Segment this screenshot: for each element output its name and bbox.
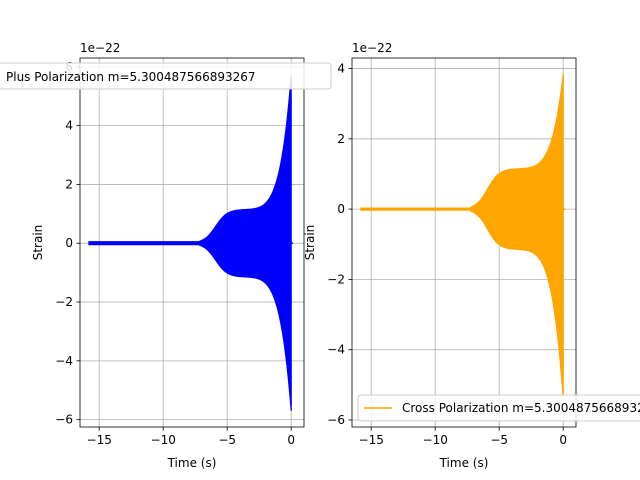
y-tick-label: −6 bbox=[327, 413, 345, 427]
y-axis-label-cross: Strain bbox=[303, 225, 317, 261]
y-tick-label: −4 bbox=[327, 343, 345, 357]
x-axis-label-plus: Time (s) bbox=[167, 456, 217, 470]
cross-polarization-series bbox=[360, 73, 566, 399]
cross-polarization-chart: −15 −10 −5 0 −6 −4 −2 0 2 4 1e−22 Time (s) Strai… bbox=[303, 41, 640, 470]
series-envelope bbox=[360, 73, 564, 399]
legend-label-cross: Cross Polarization m=5.300487566893267 bbox=[402, 401, 640, 415]
y-tick-label: 2 bbox=[337, 132, 345, 146]
legend-label-plus: Plus Polarization m=5.300487566893267 bbox=[6, 70, 256, 84]
y-tick-label: −4 bbox=[55, 354, 73, 368]
y-tick-label: −2 bbox=[55, 295, 73, 309]
offset-text-plus: 1e−22 bbox=[80, 41, 120, 55]
y-tick-label: −2 bbox=[327, 272, 345, 286]
x-tick-label: −10 bbox=[151, 433, 176, 447]
x-ticks-cross: −15 −10 −5 0 bbox=[359, 427, 567, 447]
plus-polarization-series bbox=[88, 75, 294, 411]
legend-plus: Plus Polarization m=5.300487566893267 bbox=[0, 62, 332, 90]
y-tick-label: 0 bbox=[65, 236, 73, 250]
y-tick-label: 4 bbox=[65, 119, 73, 133]
y-ticks-plus: −6−4−20246 bbox=[55, 60, 80, 427]
x-tick-label: −10 bbox=[423, 433, 448, 447]
x-tick-label: 0 bbox=[287, 433, 295, 447]
axes-frame-cross bbox=[351, 57, 577, 428]
y-tick-label: 0 bbox=[337, 202, 345, 216]
legend-box-cross bbox=[357, 394, 640, 422]
x-axis-label-cross: Time (s) bbox=[439, 456, 489, 470]
y-axis-label-plus: Strain bbox=[31, 225, 45, 261]
plus-polarization-chart: −15−10−50 −6−4−20246 1e−22 Time (s) Stra… bbox=[0, 41, 332, 470]
x-tick-label: −15 bbox=[87, 433, 112, 447]
y-tick-label: 4 bbox=[337, 62, 345, 76]
x-tick-label: −5 bbox=[218, 433, 236, 447]
y-ticks-cross: −6 −4 −2 0 2 4 bbox=[327, 62, 352, 427]
series-envelope bbox=[88, 75, 292, 411]
y-tick-label: −6 bbox=[55, 413, 73, 427]
axes-frame-plus bbox=[79, 57, 305, 428]
y-tick-label: 2 bbox=[65, 177, 73, 191]
x-tick-label: −5 bbox=[490, 433, 508, 447]
x-tick-label: −15 bbox=[359, 433, 384, 447]
legend-cross: Cross Polarization m=5.300487566893267 bbox=[357, 394, 640, 422]
offset-text-cross: 1e−22 bbox=[352, 41, 392, 55]
x-tick-label: 0 bbox=[559, 433, 567, 447]
legend-box-plus bbox=[0, 62, 332, 90]
x-ticks-plus: −15 −10 −5 0 bbox=[87, 427, 295, 447]
